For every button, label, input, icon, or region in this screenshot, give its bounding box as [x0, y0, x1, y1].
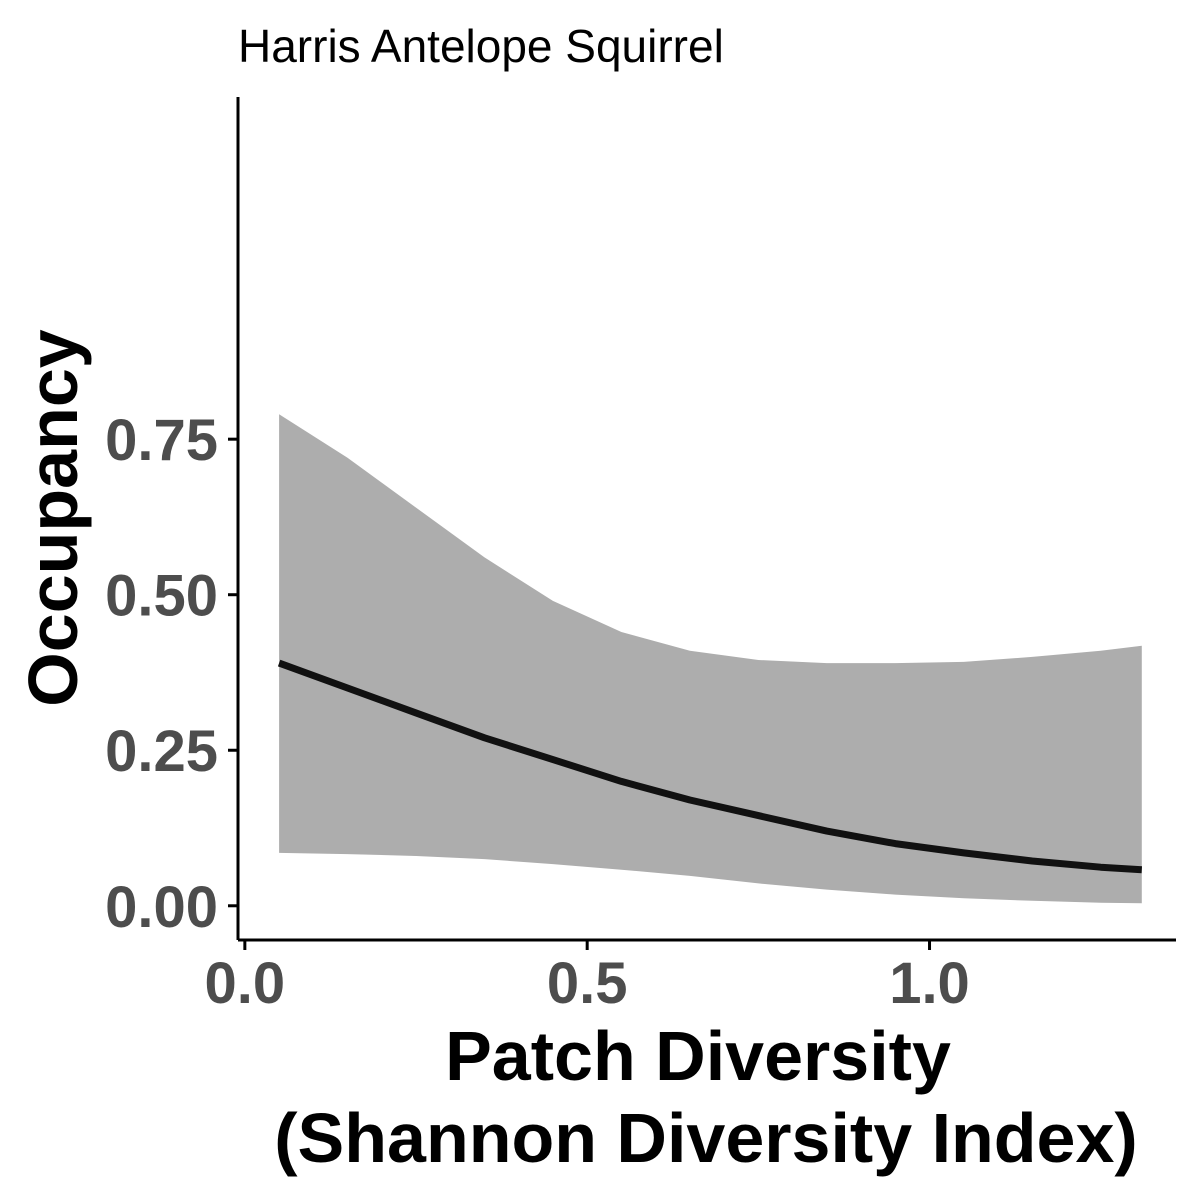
y-axis-title: Occupancy [14, 329, 92, 706]
confidence-ribbon [279, 414, 1142, 904]
y-tick-label: 0.75 [105, 408, 218, 473]
y-tick-label: 0.00 [105, 875, 218, 940]
x-tick-label: 1.0 [889, 951, 970, 1016]
x-tick-label: 0.0 [205, 951, 286, 1016]
x-tick-label: 0.5 [547, 951, 628, 1016]
y-tick-label: 0.50 [105, 564, 218, 629]
x-axis: 0.0 0.5 1.0 [205, 940, 970, 1016]
fit-line [277, 659, 1143, 874]
chart-title: Harris Antelope Squirrel [238, 20, 724, 72]
y-axis: 0.00 0.25 0.50 0.75 [105, 408, 238, 940]
y-tick-label: 0.25 [105, 719, 218, 784]
plot-area [277, 414, 1143, 904]
x-axis-title-line-2: (Shannon Diversity Index) [274, 1099, 1137, 1177]
x-axis-title-line-1: Patch Diversity [445, 1017, 951, 1095]
